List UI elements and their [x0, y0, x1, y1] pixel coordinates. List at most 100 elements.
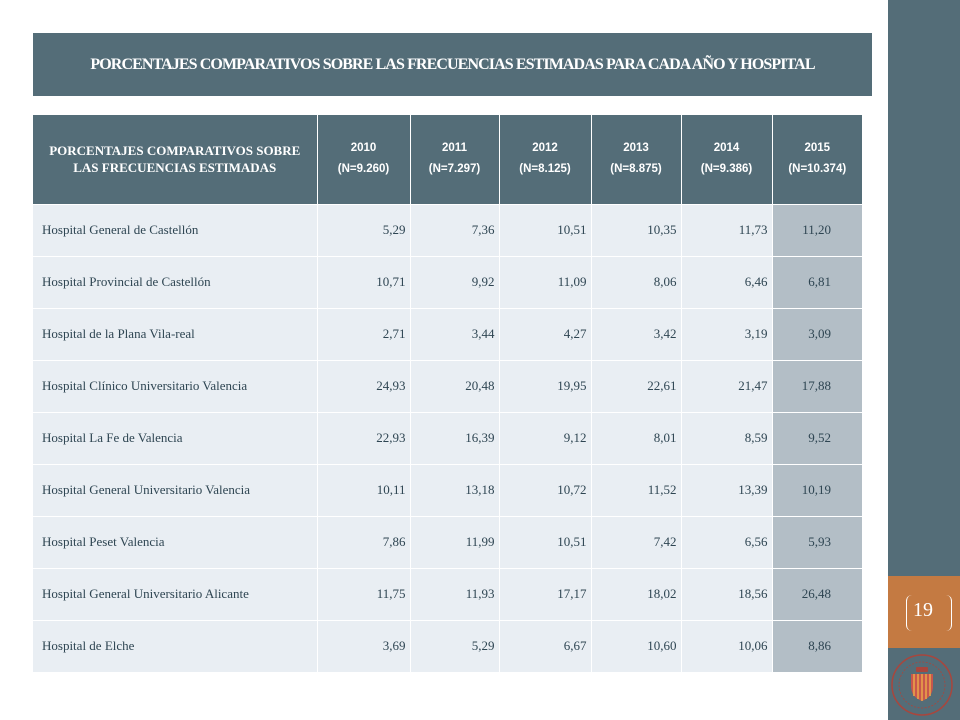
value-cell-2012: 11,09 [498, 255, 591, 308]
value-cell-2015: 5,93 [771, 515, 862, 568]
hospital-name-cell: Hospital Peset Valencia [33, 515, 317, 568]
table-row: Hospital de la Plana Vila-real 2,71 3,44 4,… [33, 307, 862, 360]
header-sample-size: (N=9.386) [700, 163, 753, 176]
hospital-name-cell: Hospital General Universitario Valencia [33, 463, 317, 516]
value-cell-2014: 6,46 [680, 255, 772, 308]
header-sample-size: (N=8.875) [610, 163, 662, 176]
header-year-2012: 2012 (N=8.125) [498, 115, 591, 204]
table-row: Hospital Clínico Universitario Valencia 2… [33, 359, 862, 412]
value-cell-2012: 10,51 [498, 515, 591, 568]
table-row: Hospital La Fe de Valencia 22,93 16,39 9,12… [33, 411, 862, 464]
value-cell-2011: 7,36 [409, 203, 499, 256]
value-cell-2015: 17,88 [771, 359, 862, 412]
value-cell-2014: 11,73 [680, 203, 772, 256]
header-year-2013: 2013 (N=8.875) [590, 115, 681, 204]
value-cell-2015: 26,48 [771, 567, 862, 620]
value-cell-2014: 6,56 [680, 515, 772, 568]
table-row: Hospital Provincial de Castellón 10,71 9,9… [33, 255, 862, 308]
page-number-bracket [906, 595, 952, 631]
page-number-box [888, 576, 960, 648]
value-cell-2010: 10,11 [316, 463, 410, 516]
value-cell-2010: 22,93 [316, 411, 410, 464]
hospital-name-cell: Hospital de la Plana Vila-real [33, 307, 317, 360]
value-cell-2015: 9,52 [771, 411, 862, 464]
value-cell-2013: 7,42 [590, 515, 681, 568]
value-cell-2011: 9,92 [409, 255, 499, 308]
table-row: Hospital General Universitario Alicante 1… [33, 567, 862, 620]
header-year-label: 2011 [442, 142, 467, 155]
value-cell-2011: 3,44 [409, 307, 499, 360]
slide-title: PORCENTAJES COMPARATIVOS SOBRE LAS FRECU… [90, 56, 815, 73]
header-year-label: 2012 [532, 142, 558, 155]
header-year-2014: 2014 (N=9.386) [680, 115, 772, 204]
generalitat-valenciana-shield-icon [891, 654, 953, 716]
hospital-name-cell: Hospital Provincial de Castellón [33, 255, 317, 308]
value-cell-2011: 16,39 [409, 411, 499, 464]
value-cell-2013: 10,60 [590, 619, 681, 672]
value-cell-2013: 18,02 [590, 567, 681, 620]
table-header: PORCENTAJES COMPARATIVOS SOBRE LAS FRECU… [33, 115, 862, 204]
value-cell-2013: 11,52 [590, 463, 681, 516]
value-cell-2014: 13,39 [680, 463, 772, 516]
value-cell-2015: 10,19 [771, 463, 862, 516]
value-cell-2012: 10,72 [498, 463, 591, 516]
header-year-2011: 2011 (N=7.297) [409, 115, 499, 204]
value-cell-2010: 5,29 [316, 203, 410, 256]
hospital-name-cell: Hospital General de Castellón [33, 203, 317, 256]
value-cell-2014: 8,59 [680, 411, 772, 464]
hospital-name-cell: Hospital de Elche [33, 619, 317, 672]
header-sample-size: (N=8.125) [519, 163, 571, 176]
page-number: 19 [913, 599, 933, 621]
value-cell-2013: 8,01 [590, 411, 681, 464]
value-cell-2014: 10,06 [680, 619, 772, 672]
value-cell-2011: 11,93 [409, 567, 499, 620]
table-row: Hospital de Elche 3,69 5,29 6,67 10,60 10,06 8… [33, 619, 862, 672]
hospital-name-cell: Hospital General Universitario Alicante [33, 567, 317, 620]
table-row: Hospital General de Castellón 5,29 7,36 10,… [33, 203, 862, 256]
header-year-2015: 2015 (N=10.374) [771, 115, 862, 204]
table-row: Hospital Peset Valencia 7,86 11,99 10,51 7,4… [33, 515, 862, 568]
value-cell-2010: 3,69 [316, 619, 410, 672]
value-cell-2010: 11,75 [316, 567, 410, 620]
table-body: Hospital General de Castellón 5,29 7,36 10,… [33, 203, 862, 672]
header-sample-size: (N=7.297) [428, 163, 481, 176]
frequencies-table: PORCENTAJES COMPARATIVOS SOBRE LAS FRECU… [33, 115, 862, 672]
value-cell-2010: 10,71 [316, 255, 410, 308]
value-cell-2012: 10,51 [498, 203, 591, 256]
value-cell-2011: 5,29 [409, 619, 499, 672]
value-cell-2012: 19,95 [498, 359, 591, 412]
value-cell-2015: 3,09 [771, 307, 862, 360]
header-sample-size: (N=9.260) [337, 163, 390, 176]
value-cell-2012: 6,67 [498, 619, 591, 672]
value-cell-2011: 11,99 [409, 515, 499, 568]
value-cell-2013: 10,35 [590, 203, 681, 256]
table-row: Hospital General Universitario Valencia 1… [33, 463, 862, 516]
hospital-name-cell: Hospital Clínico Universitario Valencia [33, 359, 317, 412]
value-cell-2011: 13,18 [409, 463, 499, 516]
value-cell-2010: 24,93 [316, 359, 410, 412]
hospital-name-cell: Hospital La Fe de Valencia [33, 411, 317, 464]
header-year-2010: 2010 (N=9.260) [316, 115, 410, 204]
value-cell-2013: 8,06 [590, 255, 681, 308]
value-cell-2012: 4,27 [498, 307, 591, 360]
value-cell-2015: 8,86 [771, 619, 862, 672]
value-cell-2012: 9,12 [498, 411, 591, 464]
header-year-label: 2013 [623, 142, 649, 155]
value-cell-2015: 6,81 [771, 255, 862, 308]
value-cell-2012: 17,17 [498, 567, 591, 620]
value-cell-2013: 3,42 [590, 307, 681, 360]
header-year-label: 2014 [713, 142, 740, 155]
header-row: PORCENTAJES COMPARATIVOS SOBRE LAS FRECU… [33, 115, 862, 204]
value-cell-2015: 11,20 [771, 203, 862, 256]
value-cell-2014: 18,56 [680, 567, 772, 620]
slide-title-bar: PORCENTAJES COMPARATIVOS SOBRE LAS FRECU… [33, 33, 872, 96]
value-cell-2013: 22,61 [590, 359, 681, 412]
value-cell-2010: 7,86 [316, 515, 410, 568]
header-first-column: PORCENTAJES COMPARATIVOS SOBRE LAS FRECU… [33, 115, 317, 204]
value-cell-2011: 20,48 [409, 359, 499, 412]
value-cell-2014: 21,47 [680, 359, 772, 412]
value-cell-2014: 3,19 [680, 307, 772, 360]
header-year-label: 2015 [804, 142, 831, 155]
value-cell-2010: 2,71 [316, 307, 410, 360]
header-sample-size: (N=10.374) [788, 163, 847, 176]
